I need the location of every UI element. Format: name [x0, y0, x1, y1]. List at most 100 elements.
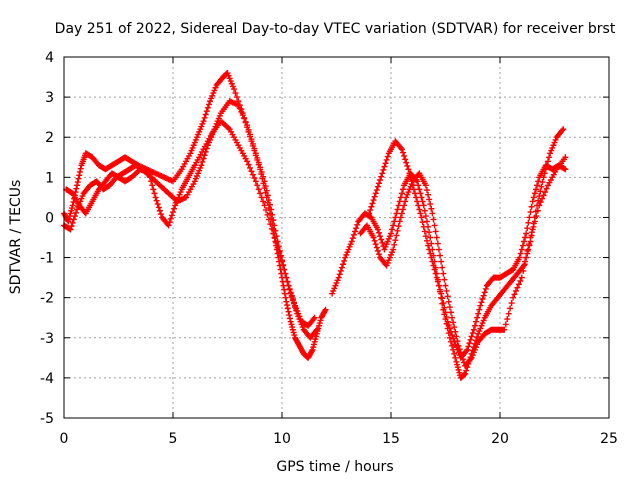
data-point [423, 237, 430, 244]
data-point [258, 168, 265, 175]
data-point [475, 310, 482, 317]
data-point [389, 226, 396, 233]
data-point [535, 178, 542, 185]
data-point [468, 333, 475, 340]
data-point [402, 198, 409, 205]
data-point [408, 178, 415, 185]
data-point [477, 302, 484, 309]
data-point [407, 174, 414, 181]
data-point [525, 246, 532, 253]
data-point [462, 370, 469, 377]
data-point [515, 281, 522, 288]
data-point [417, 210, 424, 217]
data-point [510, 294, 517, 301]
data-point [238, 108, 245, 115]
data-point [444, 293, 451, 300]
data-point [200, 155, 207, 162]
data-point [438, 290, 445, 297]
data-point [521, 261, 528, 268]
data-point [282, 294, 289, 301]
data-point [258, 194, 265, 201]
data-point [539, 195, 546, 202]
data-point [432, 270, 439, 277]
data-point [283, 274, 290, 281]
data-point [267, 201, 274, 208]
data-point [427, 250, 434, 257]
data-point [74, 182, 81, 189]
data-point [287, 289, 294, 296]
data-point [398, 190, 405, 197]
data-point [422, 233, 429, 240]
data-point [517, 277, 524, 284]
data-point [378, 236, 385, 243]
data-point [276, 249, 283, 256]
data-point [463, 367, 470, 374]
data-point [255, 186, 262, 193]
data-point [245, 161, 252, 168]
data-point [254, 182, 261, 189]
data-point [369, 200, 376, 207]
data-point [68, 223, 75, 230]
data-point [395, 223, 402, 230]
data-point [479, 296, 486, 303]
data-point [524, 247, 531, 254]
data-point [260, 198, 267, 205]
data-point [517, 250, 524, 257]
data-point [527, 234, 534, 241]
data-point [260, 173, 267, 180]
data-point [282, 270, 289, 277]
data-point [354, 221, 361, 228]
data-point [446, 304, 453, 311]
data-point [373, 244, 380, 251]
x-tick-label: 5 [169, 431, 178, 447]
x-tick-label: 0 [60, 431, 69, 447]
data-point [474, 314, 481, 321]
data-point [376, 251, 383, 258]
data-point [283, 298, 290, 305]
data-point [377, 177, 384, 184]
y-axis-label: SDTVAR / TECUs [8, 180, 24, 295]
data-point [281, 266, 288, 273]
data-point [336, 271, 343, 278]
data-point [252, 150, 259, 157]
data-point [285, 282, 292, 289]
plot-frame [63, 56, 610, 419]
data-point [443, 287, 450, 294]
data-point [537, 199, 544, 206]
data-point [261, 202, 268, 209]
data-point [430, 216, 437, 223]
data-point [286, 312, 293, 319]
data-point [368, 203, 375, 210]
data-point [265, 216, 272, 223]
y-tick-label: -3 [40, 331, 54, 347]
data-point [390, 222, 397, 229]
data-point [428, 205, 435, 212]
x-tick-label: 25 [600, 431, 618, 447]
data-point [350, 231, 357, 238]
data-point [397, 214, 404, 221]
data-point [76, 168, 83, 175]
data-point [233, 94, 240, 101]
data-point [372, 190, 379, 197]
data-point [478, 299, 485, 306]
data-point [371, 193, 378, 200]
data-point [452, 354, 459, 361]
data-point [352, 228, 359, 235]
data-point [390, 246, 397, 253]
data-point [353, 225, 360, 232]
data-point [421, 207, 428, 214]
data-point [444, 318, 451, 325]
y-tick-labels: 4 3 2 1 0 -1 -2 -3 -4 -5 [40, 50, 54, 427]
data-point [265, 197, 272, 204]
data-point [248, 168, 255, 175]
data-point [147, 174, 154, 181]
data-point [518, 274, 525, 281]
data-point [381, 163, 388, 170]
data-point [514, 284, 521, 291]
data-point [401, 202, 408, 209]
data-point [264, 192, 271, 199]
data-point [442, 282, 449, 289]
data-point [419, 219, 426, 226]
data-point [268, 206, 275, 213]
data-point [289, 296, 296, 303]
